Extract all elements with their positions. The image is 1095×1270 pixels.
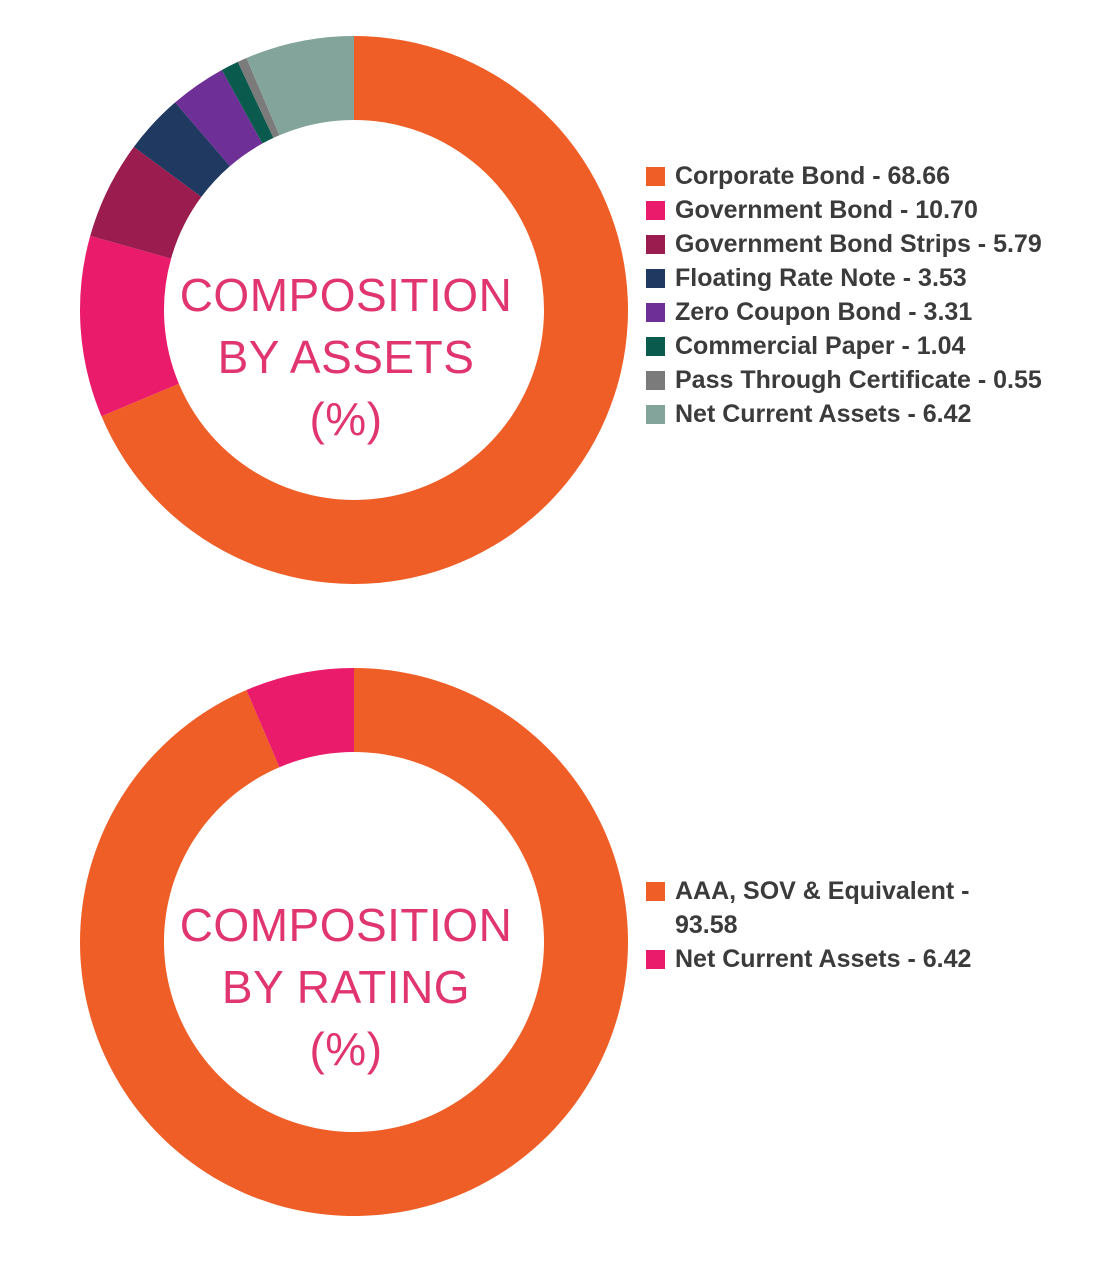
rating-legend-swatch (646, 950, 665, 969)
assets-slice-4 (175, 69, 263, 167)
assets-legend-label: Net Current Assets - 6.42 (675, 400, 972, 428)
assets-legend-swatch (646, 337, 665, 356)
assets-slice-1 (80, 235, 179, 417)
assets-slice-0 (101, 36, 629, 584)
donut-chart-assets (80, 36, 629, 584)
rating-legend-item: AAA, SOV & Equivalent - 93.58 (646, 874, 1086, 942)
assets-slice-7 (246, 36, 354, 136)
assets-legend-label: Pass Through Certificate - 0.55 (675, 366, 1042, 394)
assets-legend-item: Government Bond Strips - 5.79 (646, 227, 1086, 261)
assets-legend-label: Government Bond - 10.70 (675, 196, 978, 224)
assets-legend-swatch (646, 269, 665, 288)
rating-slice-0 (80, 668, 629, 1216)
donut-chart-rating (80, 668, 629, 1216)
assets-chart-title: COMPOSITION BY ASSETS (%) (146, 264, 546, 450)
rating-legend-swatch (646, 882, 665, 901)
rating-legend-label: 93.58 (675, 911, 738, 939)
assets-legend-swatch (646, 235, 665, 254)
assets-slice-5 (221, 61, 274, 144)
assets-legend-label: Commercial Paper - 1.04 (675, 332, 966, 360)
rating-chart-title: COMPOSITION BY RATING (%) (146, 894, 546, 1080)
rating-legend-label: Net Current Assets - 6.42 (675, 945, 972, 973)
assets-title-line-3: (%) (309, 393, 383, 445)
assets-legend-item: Floating Rate Note - 3.53 (646, 261, 1086, 295)
assets-slice-3 (133, 102, 230, 197)
assets-title-line-1: COMPOSITION (179, 269, 513, 321)
assets-legend-label: Floating Rate Note - 3.53 (675, 264, 967, 292)
assets-legend-item: Commercial Paper - 1.04 (646, 329, 1086, 363)
assets-legend-item: Net Current Assets - 6.42 (646, 397, 1086, 431)
rating-slice-1 (246, 668, 354, 768)
assets-legend-item: Government Bond - 10.70 (646, 193, 1086, 227)
assets-legend-item: Zero Coupon Bond - 3.31 (646, 295, 1086, 329)
rating-title-line-1: COMPOSITION (179, 899, 513, 951)
assets-legend-label: Corporate Bond - 68.66 (675, 162, 951, 190)
assets-legend-label: Government Bond Strips - 5.79 (675, 230, 1042, 258)
assets-slice-6 (237, 57, 280, 138)
assets-legend-swatch (646, 201, 665, 220)
assets-legend-item: Corporate Bond - 68.66 (646, 159, 1086, 193)
rating-legend-item: Net Current Assets - 6.42 (646, 942, 1086, 976)
assets-title-line-2: BY ASSETS (217, 331, 475, 383)
rating-title-line-2: BY RATING (221, 961, 471, 1013)
assets-legend: Corporate Bond - 68.66 Government Bond - … (646, 159, 1086, 431)
assets-legend-label: Zero Coupon Bond - 3.31 (675, 298, 973, 326)
assets-legend-item: Pass Through Certificate - 0.55 (646, 363, 1086, 397)
assets-legend-swatch (646, 405, 665, 424)
assets-legend-swatch (646, 303, 665, 322)
rating-title-line-3: (%) (309, 1023, 383, 1075)
assets-slice-2 (90, 146, 202, 259)
rating-legend-label: AAA, SOV & Equivalent - (675, 877, 970, 905)
assets-legend-swatch (646, 167, 665, 186)
assets-legend-swatch (646, 371, 665, 390)
rating-legend: AAA, SOV & Equivalent - 93.58 Net Current … (646, 874, 1086, 976)
